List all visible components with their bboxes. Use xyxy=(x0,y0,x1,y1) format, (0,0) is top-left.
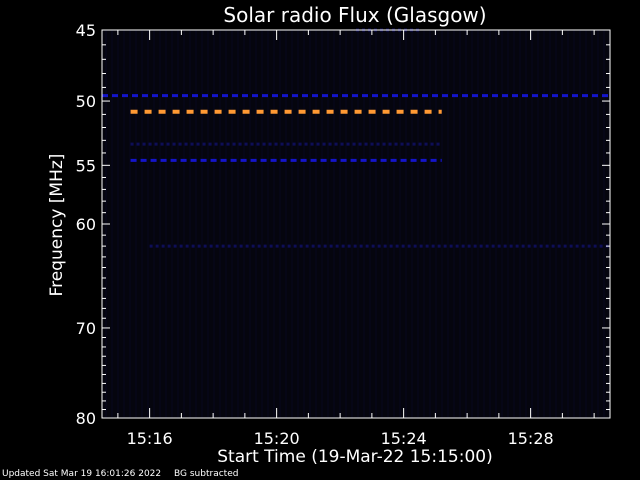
axes: 45 50 55 60 70 80 15:16 15:20 15:24 15:28 xyxy=(76,21,611,448)
chart-title: Solar radio Flux (Glasgow) xyxy=(223,3,486,27)
x-tick-label: 15:20 xyxy=(254,429,300,448)
y-tick-label: 50 xyxy=(76,92,96,111)
footer: Updated Sat Mar 19 16:01:26 2022 BG subt… xyxy=(2,469,248,479)
x-axis-title: Start Time (19-Mar-22 15:15:00) xyxy=(217,447,492,467)
plot-area xyxy=(102,28,610,418)
y-tick-label: 55 xyxy=(76,156,96,175)
updated-timestamp: Updated Sat Mar 19 16:01:26 2022 xyxy=(2,469,162,479)
y-tick-label: 45 xyxy=(76,21,96,40)
x-tick-label: 15:16 xyxy=(127,429,173,448)
y-axis-title: Frequency [MHz] xyxy=(47,154,67,297)
x-tick-label: 15:24 xyxy=(381,429,427,448)
background-note: BG subtracted xyxy=(174,469,239,479)
x-tick-label: 15:28 xyxy=(508,429,554,448)
y-tick-label: 60 xyxy=(76,215,96,234)
y-tick-label: 80 xyxy=(76,409,96,428)
y-tick-label: 70 xyxy=(76,319,96,338)
